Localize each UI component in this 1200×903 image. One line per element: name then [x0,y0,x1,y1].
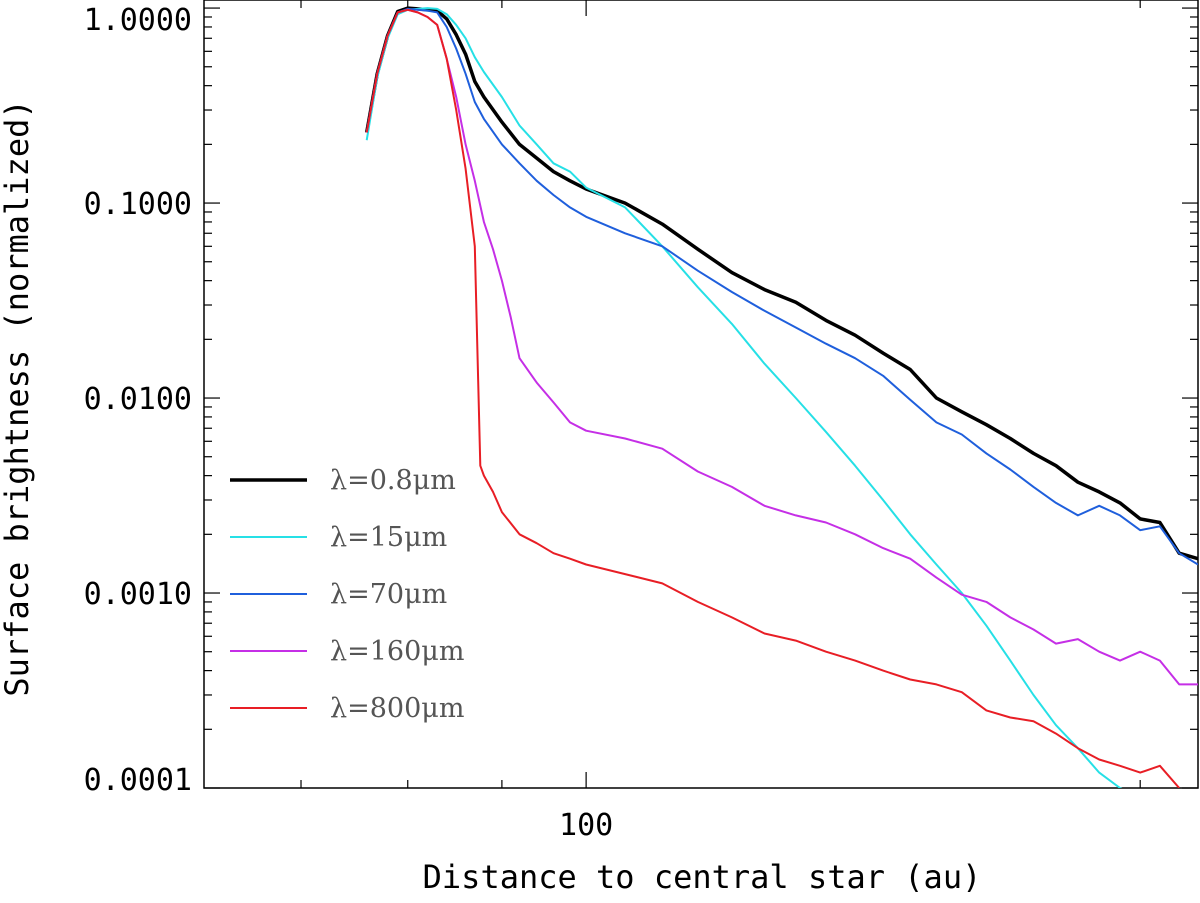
y-tick-label: 0.0010 [84,577,192,612]
legend-label: λ=15μm [330,522,447,553]
y-tick-label: 0.0100 [84,382,192,417]
y-tick-label: 0.0001 [84,763,192,798]
x-tick-label: 100 [559,808,613,843]
legend-label: λ=800μm [330,693,464,724]
y-tick-label: 1.0000 [84,3,192,38]
y-axis-title: Surface brightness (normalized) [0,99,36,696]
series-line-0 [364,6,1198,561]
series-line-3 [365,8,1198,686]
series-lines [364,6,1198,788]
axis-ticks [204,0,1198,789]
legend-label: λ=160μm [330,636,464,667]
series-line-4 [365,8,1180,788]
tick-labels: 100 1.0000 0.1000 0.0100 0.0010 0.0001 [84,3,614,843]
series-line-2 [365,7,1198,566]
plot-frame [203,0,1199,789]
legend-label: λ=0.8μm [330,465,456,496]
legend: λ=0.8μm λ=15μm λ=70μm λ=160μm λ=800μm [230,465,464,724]
y-tick-label: 0.1000 [84,187,192,222]
series-line-1 [365,7,1123,788]
x-axis-title: Distance to central star (au) [423,858,982,896]
legend-label: λ=70μm [330,579,447,610]
